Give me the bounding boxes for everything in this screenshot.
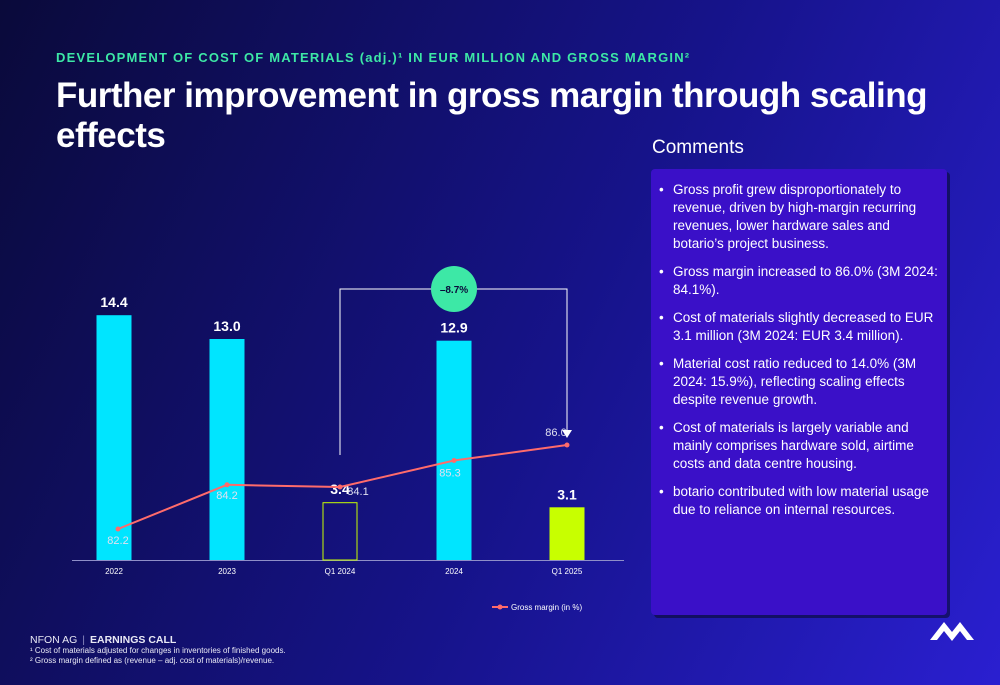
bar-2024 <box>436 340 472 560</box>
comment-text: Gross margin increased to 86.0% (3M 2024… <box>673 264 938 297</box>
gross-margin-point <box>337 484 343 490</box>
comments-list: • Gross profit grew disproportionately to… <box>659 181 939 519</box>
gross-margin-label: 85.3 <box>439 467 460 479</box>
footnote-1: ¹ Cost of materials adjusted for changes… <box>30 646 286 655</box>
gross-margin-point <box>451 457 457 463</box>
comment-text: botario contributed with low material us… <box>673 484 929 517</box>
change-badge <box>431 266 477 312</box>
gross-margin-label: 84.1 <box>347 486 368 498</box>
comment-item: • Cost of materials is largely variable a… <box>659 419 939 473</box>
legend-label: Gross margin (in %) <box>511 603 582 612</box>
bullet-icon: • <box>659 182 664 197</box>
comment-text: Cost of materials is largely variable an… <box>673 420 914 471</box>
legend-marker <box>497 604 503 610</box>
comments-title: Comments <box>652 137 744 158</box>
footer-company: NFON AG <box>30 634 78 646</box>
gross-margin-point <box>115 526 121 532</box>
footnote-2: ² Gross margin defined as (revenue – adj… <box>30 656 275 665</box>
bar-value-label: 13.0 <box>213 318 240 334</box>
change-badge-label: –8.7% <box>440 285 468 296</box>
chart-kicker: DEVELOPMENT OF COST OF MATERIALS (adj.)¹… <box>56 50 691 65</box>
bullet-icon: • <box>659 264 664 279</box>
bar-2023 <box>209 339 245 560</box>
x-tick-label: Q1 2024 <box>325 567 356 576</box>
bullet-icon: • <box>659 310 664 325</box>
x-tick-label: 2022 <box>105 567 123 576</box>
footer-section: EARNINGS CALL <box>90 634 177 646</box>
footer: NFON AG | EARNINGS CALL ¹ Cost of material… <box>30 634 286 666</box>
x-tick-label: 2024 <box>445 567 463 576</box>
bar-q1-2025 <box>549 507 585 560</box>
nfon-logo-icon <box>930 622 974 641</box>
gross-margin-label: 82.2 <box>107 535 128 547</box>
gross-margin-label: 86.0 <box>545 427 566 439</box>
bar-value-label: 14.4 <box>100 294 127 310</box>
footer-brand: NFON AG | EARNINGS CALL <box>30 634 286 646</box>
x-tick-label: 2023 <box>218 567 236 576</box>
bar-value-label: 12.9 <box>440 320 467 336</box>
bar-2022 <box>96 315 132 560</box>
comment-item: • Gross profit grew disproportionately to… <box>659 181 939 253</box>
bullet-icon: • <box>659 420 664 435</box>
comments-panel: • Gross profit grew disproportionately to… <box>651 169 947 615</box>
gross-margin-label: 84.2 <box>216 490 237 502</box>
gross-margin-point <box>224 482 230 488</box>
comment-text: Material cost ratio reduced to 14.0% (3M… <box>673 356 917 407</box>
comment-item: • botario contributed with low material u… <box>659 483 939 519</box>
comment-item: • Cost of materials slightly decreased to… <box>659 309 939 345</box>
page-title: Further improvement in gross margin thro… <box>56 76 928 155</box>
bar-value-label: 3.1 <box>557 486 577 502</box>
bar-q1-2024 <box>322 502 358 561</box>
bullet-icon: • <box>659 356 664 371</box>
bullet-icon: • <box>659 484 664 499</box>
x-tick-label: Q1 2025 <box>552 567 583 576</box>
comment-text: Cost of materials slightly decreased to … <box>673 310 934 343</box>
arrow-down-icon <box>562 430 572 438</box>
footer-separator: | <box>82 634 85 646</box>
comment-item: • Material cost ratio reduced to 14.0% (3… <box>659 355 939 409</box>
comment-text: Gross profit grew disproportionately to … <box>673 182 917 251</box>
comment-item: • Gross margin increased to 86.0% (3M 202… <box>659 263 939 299</box>
gross-margin-point <box>564 442 570 448</box>
